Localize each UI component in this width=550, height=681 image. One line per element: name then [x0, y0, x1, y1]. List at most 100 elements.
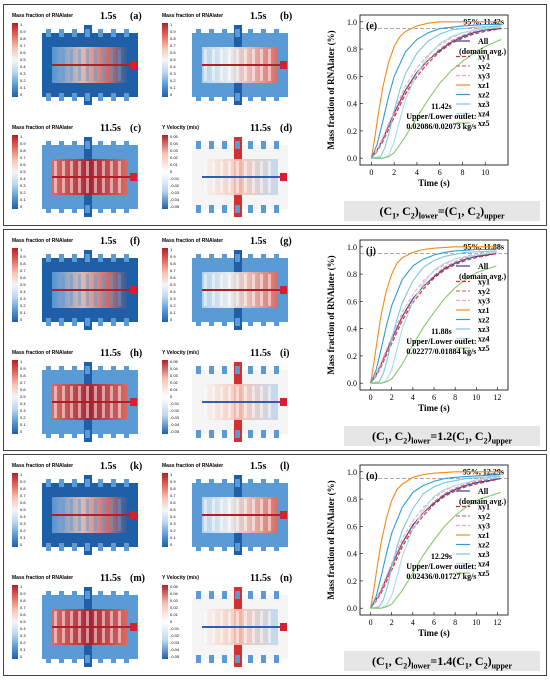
sim-bottom-chamber: [59, 205, 64, 213]
formula-text: , C: [396, 204, 411, 218]
simulation-title: Mass fraction of RNAlater: [162, 463, 224, 469]
y-tick-label: 0.6: [347, 297, 357, 306]
simulation-image: [192, 587, 288, 672]
y-tick-label: 1.0: [347, 243, 357, 252]
sim-top-chamber: [124, 29, 129, 37]
formula-subscript: 1: [384, 436, 389, 446]
sim-top-chamber: [209, 29, 214, 37]
colorbar-tick-label: 0.6: [20, 500, 26, 505]
line-chart: 0.0 0.2 0.4 0.6 0.8 1.0 0 2 4 6 8 10 12 Time (s) Mass …: [326, 464, 509, 638]
formula-text: =(C: [437, 204, 458, 218]
sim-top-chamber: [196, 479, 201, 487]
annotation-line: 11.42s: [431, 102, 452, 111]
simulation-image: [192, 25, 288, 110]
sim-top-chamber: [46, 479, 51, 487]
sim-top-chamber: [235, 29, 240, 37]
sim-bottom-chamber: [124, 318, 129, 326]
sim-bottom-chamber: [222, 655, 227, 663]
sim-bottom-chamber: [72, 93, 77, 101]
sim-top-chamber: [98, 29, 103, 37]
simulation-image: [42, 362, 138, 447]
legend-label-xy1: xy1: [478, 278, 490, 287]
colorbar-tick-label: 0.3: [20, 183, 26, 188]
sim-top-chamber: [196, 141, 201, 149]
line-chart: 0.0 0.2 0.4 0.6 0.8 1.0 0 2 4 6 8 10 12 Time (s) Mass …: [326, 239, 509, 413]
colorbar-tick-label: 0.3: [20, 296, 26, 301]
colorbar-tick-label: 0.4: [20, 176, 26, 181]
sim-top-chamber: [222, 479, 227, 487]
colorbar: [162, 23, 168, 97]
colorbar-tick-label: 0: [170, 317, 173, 322]
annotation-line: Upper/Lower outlet:: [406, 562, 476, 571]
colorbar-tick-label: 0.6: [20, 612, 26, 617]
x-tick-label: 0: [369, 618, 373, 627]
simulation-panel: 1 0.9 0.8 0.7 0.6 0.5 0.4 0.3 0.2 0.1 0 Mass fracti…: [162, 236, 307, 344]
colorbar-tick-label: 0.9: [20, 29, 26, 34]
sim-top-chamber: [46, 141, 51, 149]
sim-top-chamber: [248, 591, 253, 599]
colorbar-tick-label: 0.6: [20, 275, 26, 280]
formula-text: (C: [379, 204, 393, 218]
colorbar-tick-label: 0.7: [170, 493, 176, 498]
colorbar-tick-label: 0.8: [20, 36, 26, 41]
legend-label-xz3: xz3: [478, 550, 490, 559]
sim-bottom-chamber: [46, 430, 51, 438]
sim-top-chamber: [85, 29, 90, 37]
colorbar-tick-label: 0.05: [170, 134, 178, 139]
series-line-xz3: [370, 250, 497, 384]
colorbar-tick-label: 0.1: [20, 310, 26, 315]
simulation-image: [192, 137, 288, 222]
formula-text: ): [487, 654, 492, 668]
sim-bottom-chamber: [85, 543, 90, 551]
sim-top-chamber: [46, 254, 51, 262]
colorbar-tick-label: 0.02: [170, 605, 178, 610]
colorbar-tick-label: 0.04: [170, 366, 178, 371]
sim-top-chamber: [111, 141, 116, 149]
legend-label-xz5: xz5: [478, 569, 490, 578]
annotation-line: 0.02436/0.01727 kg/s: [406, 572, 476, 581]
simulation-time: 1.5s: [100, 11, 117, 22]
simulation-title: Mass fraction of RNAlater: [12, 125, 74, 131]
simulation-field-svg: [192, 25, 288, 105]
colorbar-tick-label: 0.7: [170, 43, 176, 48]
formula-text: , C: [461, 204, 477, 218]
legend-label-xz1: xz1: [478, 531, 490, 540]
colorbar: [162, 473, 168, 547]
formula-subscript: 2: [410, 211, 415, 221]
chart-panel-label: (o): [366, 471, 378, 482]
simulation-field-svg: [42, 475, 138, 555]
subfigure-label: (g): [280, 236, 292, 247]
series-line-xz5: [370, 265, 497, 384]
colorbar-tick-label: 0.9: [170, 29, 176, 34]
colorbar-tick-label: 0.05: [170, 359, 178, 364]
sim-bottom-chamber: [261, 93, 266, 101]
colorbar-tick-label: 0.03: [170, 148, 178, 153]
x-tick-label: 4: [411, 393, 415, 402]
colorbar-tick-label: 0: [170, 542, 173, 547]
legend-label-xz5: xz5: [478, 344, 490, 353]
sim-bottom-chamber: [209, 205, 214, 213]
x-tick-label: 2: [392, 168, 396, 177]
y-tick-label: 0.8: [347, 270, 357, 279]
colorbar-tick-label: -0.01: [170, 626, 180, 631]
sim-bottom-chamber: [235, 655, 240, 663]
colorbar-tick-label: 0.8: [20, 486, 26, 491]
colorbar-tick-label: 0.7: [20, 493, 26, 498]
sim-bottom-chamber: [111, 205, 116, 213]
colorbar-tick-label: 0.3: [170, 296, 176, 301]
formula-text: =1.4(C: [430, 654, 465, 668]
sim-top-chamber: [98, 254, 103, 262]
colorbar-tick-label: 0.1: [170, 535, 176, 540]
sim-bottom-chamber: [59, 318, 64, 326]
y-axis-label: Mass fraction of RNAlater (%): [326, 255, 336, 374]
sim-bottom-chamber: [72, 543, 77, 551]
sim-top-chamber: [59, 366, 64, 374]
sim-bottom-chamber: [209, 655, 214, 663]
simulation-time: 1.5s: [100, 236, 117, 247]
sim-bottom-chamber: [111, 655, 116, 663]
formula-text: (C: [371, 429, 385, 443]
colorbar-tick-label: 0.1: [20, 197, 26, 202]
simulation-time: 11.5s: [250, 123, 271, 134]
sim-top-chamber: [274, 141, 279, 149]
simulation-panel: 1 0.9 0.8 0.7 0.6 0.5 0.4 0.3 0.2 0.1 0 Mass fracti…: [162, 11, 307, 119]
